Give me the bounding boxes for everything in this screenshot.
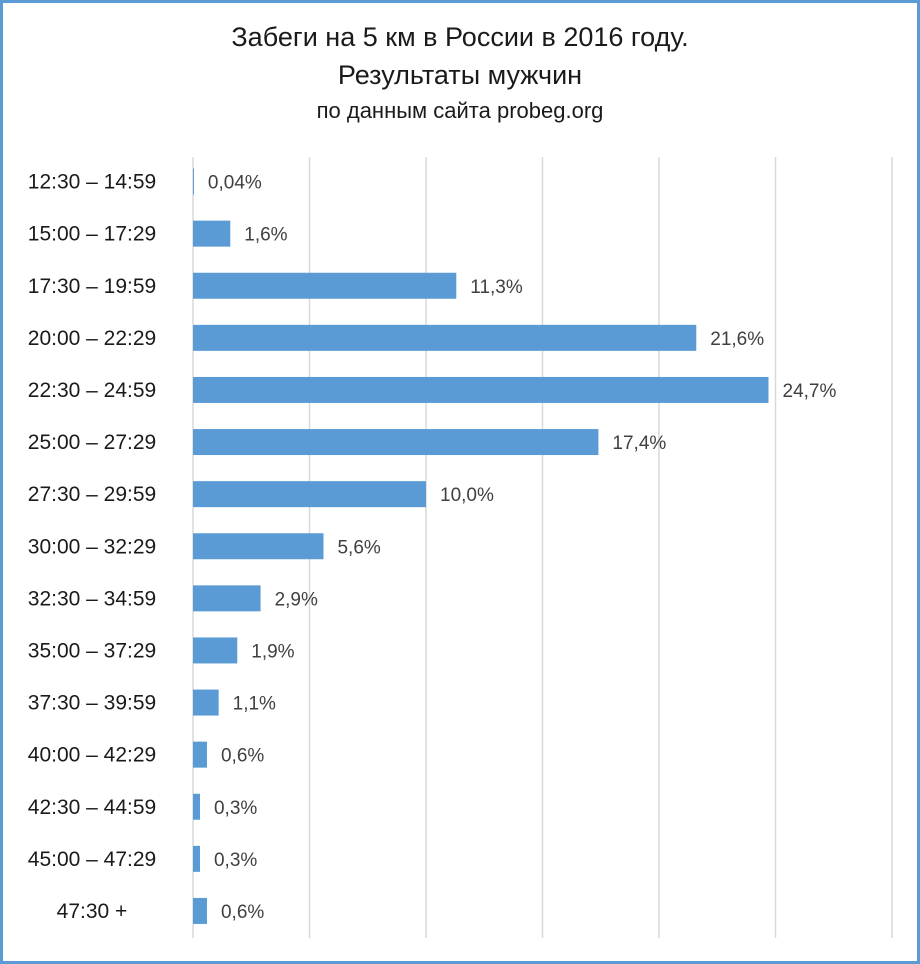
category-label: 22:30 – 24:59: [28, 379, 156, 402]
category-label: 32:30 – 34:59: [28, 587, 156, 610]
category-label: 47:30 +: [57, 900, 128, 923]
bar: [193, 220, 231, 247]
value-label: 0,3%: [214, 850, 257, 871]
bar: [193, 741, 207, 768]
value-label: 1,6%: [244, 225, 287, 246]
chart-title: Забеги на 5 км в России в 2016 году.: [231, 22, 689, 52]
bar: [193, 481, 426, 508]
value-label: 1,9%: [251, 641, 294, 662]
category-label: 35:00 – 37:29: [28, 639, 156, 662]
bar: [193, 637, 238, 664]
value-labels: 0,04% 1,6% 11,3% 21,6% 24,7% 17,4% 10,0% 5,6% 2,…: [208, 173, 837, 923]
chart-subtitle: по данным сайта probeg.org: [316, 98, 604, 123]
bar: [193, 324, 697, 351]
bar: [193, 585, 261, 612]
value-label: 11,3%: [470, 277, 523, 298]
bar: [193, 376, 769, 403]
category-label: 40:00 – 42:29: [28, 744, 156, 767]
category-label: 12:30 – 14:59: [28, 171, 156, 194]
chart-title-line2: Результаты мужчин: [337, 60, 583, 90]
value-label: 17,4%: [612, 433, 666, 454]
value-label: 0,6%: [221, 746, 264, 767]
bar: [193, 793, 200, 820]
category-label: 42:30 – 44:59: [28, 796, 156, 819]
bar: [193, 845, 200, 872]
bar: [193, 272, 457, 299]
value-label: 21,6%: [710, 329, 764, 350]
bar: [193, 897, 207, 924]
category-label: 15:00 – 17:29: [28, 223, 156, 246]
bar: [193, 168, 194, 195]
category-label: 27:30 – 29:59: [28, 483, 156, 506]
value-label: 0,04%: [208, 173, 262, 194]
value-label: 10,0%: [440, 485, 494, 506]
bar: [193, 533, 324, 560]
value-label: 0,3%: [214, 798, 257, 819]
bars: [193, 168, 769, 924]
bar: [193, 429, 599, 456]
value-label: 1,1%: [233, 694, 276, 715]
value-label: 2,9%: [275, 589, 318, 610]
category-labels: 12:30 – 14:59 15:00 – 17:29 17:30 – 19:59 2…: [28, 171, 156, 923]
category-label: 20:00 – 22:29: [28, 327, 156, 350]
value-label: 24,7%: [783, 381, 837, 402]
category-label: 25:00 – 27:29: [28, 431, 156, 454]
value-label: 0,6%: [221, 902, 264, 923]
category-label: 45:00 – 47:29: [28, 848, 156, 871]
category-label: 37:30 – 39:59: [28, 692, 156, 715]
bar: [193, 689, 219, 716]
value-label: 5,6%: [337, 537, 380, 558]
category-label: 30:00 – 32:29: [28, 535, 156, 558]
category-label: 17:30 – 19:59: [28, 275, 156, 298]
